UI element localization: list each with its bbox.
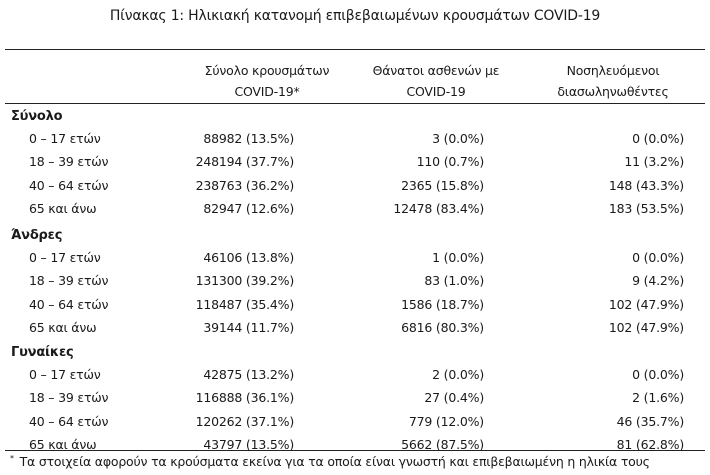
age-group-label: 65 και άνω [29,200,97,216]
section-title: Άνδρες [11,228,63,243]
table-row: 40 – 64 ετών 120262 (37.1%) 779 (12.0%) 46 … [0,414,710,436]
top-rule [5,49,705,50]
age-group-label: 40 – 64 ετών [29,296,109,312]
age-group-label: 18 – 39 ετών [29,154,109,170]
deaths-cell: 5662 (87.5%) [401,436,484,452]
header-deaths-line1: Θάνατοι ασθενών με [372,63,500,78]
header-deaths: Θάνατοι ασθενών με COVID-19 [351,60,521,102]
deaths-cell: 6816 (80.3%) [401,319,484,335]
deaths-cell: 1586 (18.7%) [401,296,484,312]
intubated-cell: 9 (4.2%) [632,273,684,289]
cases-cell: 120262 (37.1%) [195,413,295,429]
age-group-label: 65 και άνω [29,436,97,452]
intubated-cell: 11 (3.2%) [624,154,684,170]
deaths-cell: 2 (0.0%) [432,367,484,382]
deaths-cell: 1 (0.0%) [432,250,484,265]
table-row: 18 – 39 ετών 131300 (39.2%) 83 (1.0%) 9 (4.… [0,273,710,295]
age-group-label: 18 – 39 ετών [29,390,109,406]
table-row: 40 – 64 ετών 118487 (35.4%) 1586 (18.7%) 10… [0,297,710,319]
section-title: Σύνολο [11,109,63,124]
deaths-cell: 3 (0.0%) [432,131,484,146]
section-title: Γυναίκες [11,345,74,360]
table-row: 0 – 17 ετών 42875 (13.2%) 2 (0.0%) 0 (0.0%) [0,367,710,389]
table-row: 18 – 39 ετών 116888 (36.1%) 27 (0.4%) 2 (1.… [0,390,710,412]
intubated-cell: 46 (35.7%) [616,413,685,429]
deaths-cell: 779 (12.0%) [408,413,484,429]
header-intubated: Νοσηλευόμενοι διασωληνωθέντες [528,60,698,102]
header-intubated-line1: Νοσηλευόμενοι [566,63,660,78]
intubated-cell: 148 (43.3%) [608,177,684,193]
cases-cell: 238763 (36.2%) [195,177,295,193]
table-row: 40 – 64 ετών 238763 (36.2%) 2365 (15.8%) 14… [0,178,710,200]
header-total-cases-line2: COVID-19* [234,84,300,99]
deaths-cell: 12478 (83.4%) [393,200,484,216]
age-group-label: 0 – 17 ετών [29,131,101,146]
cases-cell: 82947 (12.6%) [203,200,294,216]
deaths-cell: 2365 (15.8%) [401,177,484,193]
cases-cell: 43797 (13.5%) [203,436,294,452]
age-group-label: 0 – 17 ετών [29,367,101,382]
cases-cell: 248194 (37.7%) [195,154,295,170]
cases-cell: 42875 (13.2%) [203,367,294,382]
intubated-cell: 2 (1.6%) [632,390,684,406]
cases-cell: 46106 (13.8%) [203,250,294,265]
header-rule [5,103,705,104]
footnote-text: Τα στοιχεία αφορούν τα κρούσματα εκείνα … [19,454,650,470]
table-row: 65 και άνω 39144 (11.7%) 6816 (80.3%) 102 (… [0,320,710,342]
header-total-cases-line1: Σύνολο κρουσμάτων [204,63,330,78]
cases-cell: 118487 (35.4%) [195,296,295,312]
intubated-cell: 102 (47.9%) [608,296,684,312]
cases-cell: 131300 (39.2%) [195,273,295,289]
intubated-cell: 183 (53.5%) [608,200,684,216]
table-row: 18 – 39 ετών 248194 (37.7%) 110 (0.7%) 11 (… [0,154,710,176]
deaths-cell: 110 (0.7%) [416,154,485,170]
age-group-label: 0 – 17 ετών [29,250,101,265]
deaths-cell: 83 (1.0%) [424,273,484,289]
age-group-label: 65 και άνω [29,319,97,335]
cases-cell: 116888 (36.1%) [195,390,295,406]
intubated-cell: 81 (62.8%) [616,436,685,452]
intubated-cell: 0 (0.0%) [632,367,684,382]
header-total-cases: Σύνολο κρουσμάτων COVID-19* [182,60,352,102]
intubated-cell: 0 (0.0%) [632,131,684,146]
footnote: * Τα στοιχεία αφορούν τα κρούσματα εκείν… [10,454,650,469]
age-group-label: 18 – 39 ετών [29,273,109,289]
age-group-label: 40 – 64 ετών [29,413,109,429]
intubated-cell: 102 (47.9%) [608,319,684,335]
intubated-cell: 0 (0.0%) [632,250,684,265]
table-title: Πίνακας 1: Ηλικιακή κατανομή επιβεβαιωμέ… [109,8,601,24]
age-group-label: 40 – 64 ετών [29,177,109,193]
table-row: 65 και άνω 82947 (12.6%) 12478 (83.4%) 183 … [0,201,710,223]
footnote-marker: * [10,454,14,463]
table-row: 0 – 17 ετών 88982 (13.5%) 3 (0.0%) 0 (0.0%) [0,131,710,153]
header-intubated-line2: διασωληνωθέντες [557,84,669,99]
bottom-rule [5,450,705,451]
cases-cell: 88982 (13.5%) [203,131,294,146]
cases-cell: 39144 (11.7%) [203,319,294,335]
table-row: 65 και άνω 43797 (13.5%) 5662 (87.5%) 81 (6… [0,437,710,459]
table-row: 0 – 17 ετών 46106 (13.8%) 1 (0.0%) 0 (0.0%) [0,250,710,272]
header-deaths-line2: COVID-19 [406,84,466,99]
deaths-cell: 27 (0.4%) [424,390,484,406]
